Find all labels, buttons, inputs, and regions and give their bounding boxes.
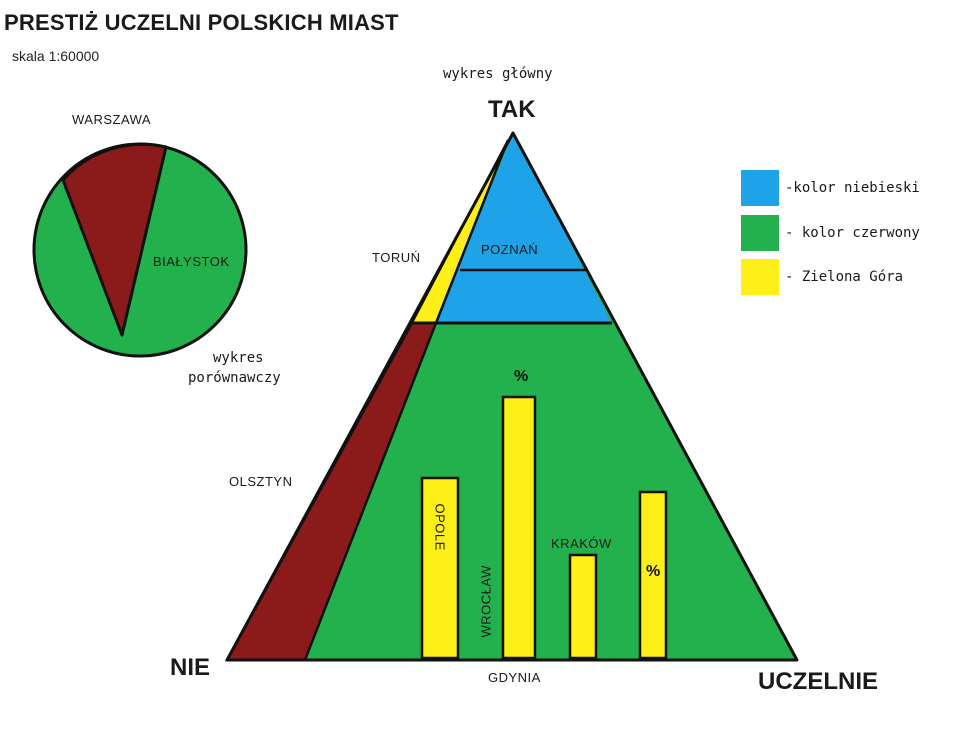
bar-percent: [638, 490, 668, 660]
apex-label: TAK: [488, 96, 536, 123]
legend-label-green: - kolor czerwony: [785, 225, 920, 241]
legend-item-yellow: - Zielona Góra: [741, 259, 903, 295]
bar-label-percent-inside: %: [646, 563, 661, 580]
pyramid-outline: [225, 131, 799, 662]
region-label-olsztyn: OLSZTYN: [229, 474, 293, 489]
bar-opole: [420, 476, 460, 660]
pie-chart: [32, 142, 248, 358]
legend-label-blue: -kolor niebieski: [785, 180, 920, 196]
bar-label-opole: OPOLE: [432, 503, 448, 551]
bar-label-percent-top: %: [514, 368, 529, 385]
region-label-torun: TORUŃ: [372, 250, 421, 265]
region-poznan: [436, 133, 612, 323]
bar-krakow: [568, 553, 598, 660]
pie-label-warszawa: WARSZAWA: [72, 112, 152, 127]
legend-label-yellow: - Zielona Góra: [785, 269, 904, 285]
pyramid-chart: [224, 131, 799, 662]
bar-wroclaw: [501, 395, 537, 660]
scale-label: skala 1:60000: [12, 48, 100, 64]
pie-label-bialystok: BIAŁYSTOK: [153, 254, 230, 269]
legend-item-green: - kolor czerwony: [741, 215, 920, 251]
region-label-poznan: POZNAŃ: [481, 242, 539, 257]
torun-divider: [434, 139, 510, 324]
pie-caption-line1: wykres: [213, 350, 264, 366]
legend-swatch-green: [741, 215, 779, 251]
legend-swatch-blue: [741, 170, 779, 206]
pie-outline: [32, 142, 248, 358]
bar-label-wroclaw: WROCŁAW: [478, 565, 494, 638]
legend-item-blue: -kolor niebieski: [741, 170, 920, 206]
region-label-gdynia: GDYNIA: [488, 670, 541, 685]
bar-label-krakow: KRAKÓW: [551, 536, 612, 551]
page-title: PRESTIŻ UCZELNI POLSKICH MIAST: [4, 10, 399, 35]
right-corner-label: UCZELNIE: [758, 668, 878, 695]
legend-swatch-yellow: [741, 259, 779, 295]
left-corner-label: NIE: [170, 654, 211, 681]
pie-caption-line2: porównawczy: [188, 370, 281, 386]
pyramid-caption: wykres główny: [443, 66, 553, 82]
